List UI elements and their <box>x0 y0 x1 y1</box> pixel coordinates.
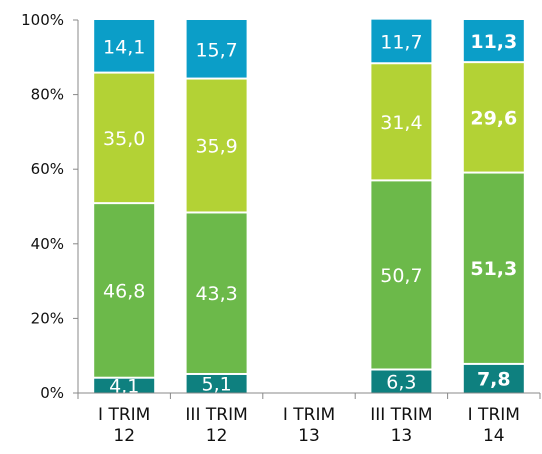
bar-data-label: 11,3 <box>470 31 517 53</box>
bar-segment <box>463 20 524 62</box>
bar-group: 6,3 50,7 31,4 11,7 <box>371 19 432 393</box>
bar-segment <box>186 213 247 373</box>
y-tick-label: 60% <box>31 160 64 178</box>
bar-data-label: 15,7 <box>195 39 237 61</box>
bar-data-label: 11,7 <box>380 31 422 53</box>
bar-groups: 4,1 46,8 35,0 14,1 5,1 43,3 35,9 15,7 6,3 50,7 31,… <box>94 19 524 397</box>
x-category-label: 13 <box>391 426 413 446</box>
bar-group: 7,8 51,3 29,6 11,3 <box>463 20 524 393</box>
bar-group: 4,1 46,8 35,0 14,1 <box>94 20 155 397</box>
x-category-label: I TRIM <box>468 405 520 425</box>
y-tick-label: 100% <box>21 11 64 29</box>
bar-data-label: 31,4 <box>380 112 422 134</box>
x-category-label: 12 <box>206 426 228 446</box>
bar-segment <box>463 364 524 393</box>
bar-data-label: 29,6 <box>470 107 517 129</box>
bar-segment <box>463 173 524 363</box>
bar-segment <box>186 374 247 393</box>
bar-data-label: 5,1 <box>201 373 231 395</box>
y-tick-label: 0% <box>40 384 64 402</box>
y-tick-label: 20% <box>31 309 64 327</box>
bar-segment <box>371 181 432 369</box>
bar-segment <box>94 20 155 72</box>
bar-data-label: 7,8 <box>477 368 511 390</box>
x-category-label: III TRIM <box>185 405 247 425</box>
bar-data-label: 35,9 <box>195 136 237 158</box>
x-category-label: III TRIM <box>370 405 432 425</box>
bar-segment <box>94 73 155 203</box>
bar-segment <box>186 20 247 78</box>
x-category-label: 12 <box>113 426 135 446</box>
bar-segment <box>371 64 432 180</box>
x-category-label: 13 <box>298 426 320 446</box>
bar-group: 5,1 43,3 35,9 15,7 <box>186 20 247 395</box>
bar-data-label: 50,7 <box>380 265 422 287</box>
bar-segment <box>94 378 155 393</box>
bar-segment <box>371 19 432 63</box>
y-axis: 0% 20% 40% 60% 80% 100% <box>21 11 79 402</box>
bar-data-label: 14,1 <box>103 36 145 58</box>
x-category-label: I TRIM <box>98 405 150 425</box>
bar-data-label: 46,8 <box>103 280 145 302</box>
y-tick-label: 40% <box>31 235 64 253</box>
bar-data-label: 51,3 <box>470 258 517 280</box>
x-category-label: 14 <box>483 426 505 446</box>
y-tick-label: 80% <box>31 86 64 104</box>
x-category-label: I TRIM <box>283 405 335 425</box>
bar-segment <box>94 204 155 377</box>
bar-segment <box>371 370 432 393</box>
bar-data-label: 4,1 <box>109 375 139 397</box>
bar-data-label: 43,3 <box>195 283 237 305</box>
bar-data-label: 35,0 <box>103 128 145 150</box>
bar-data-label: 6,3 <box>386 371 416 393</box>
bar-segment <box>186 79 247 212</box>
bar-segment <box>463 63 524 172</box>
